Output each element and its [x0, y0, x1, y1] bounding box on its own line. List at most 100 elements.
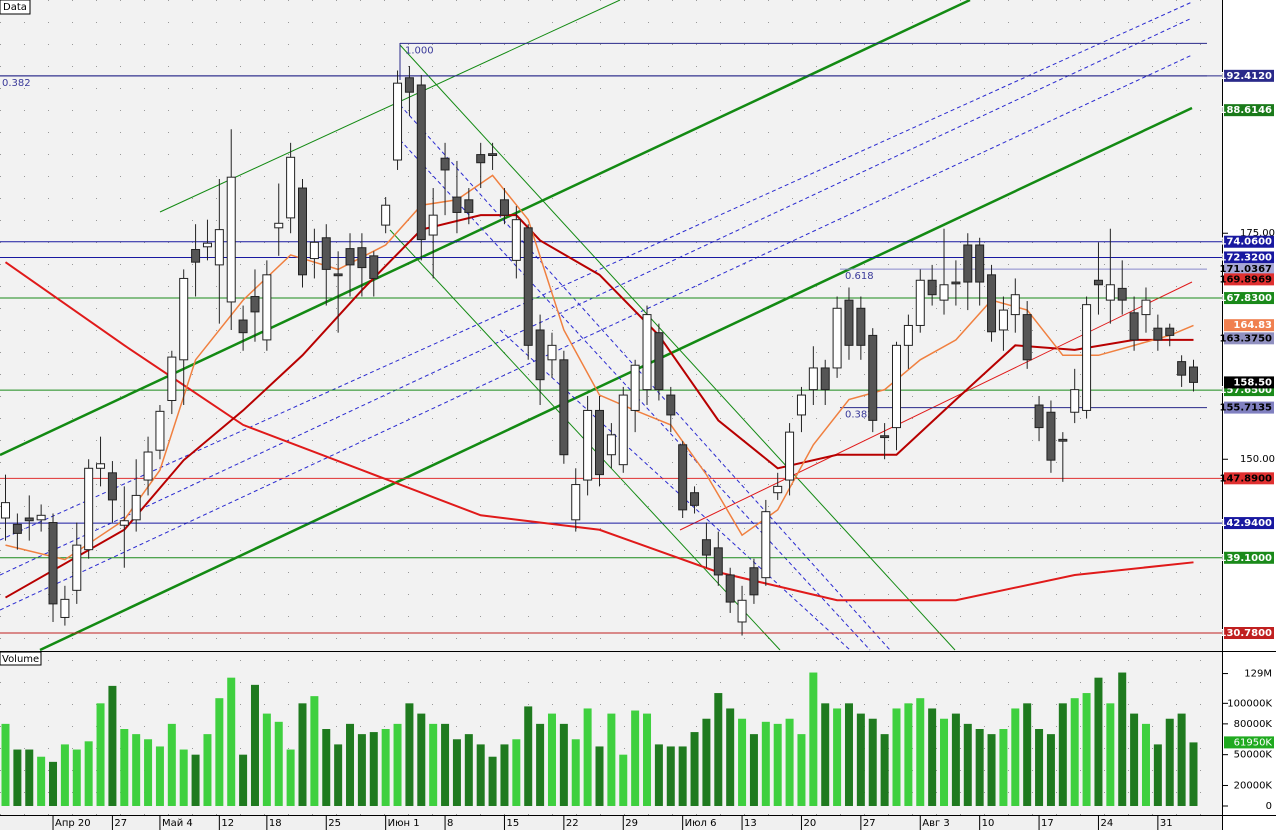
volume-bar: [322, 729, 331, 806]
volume-bar: [310, 696, 319, 806]
candle-body: [666, 394, 676, 416]
volume-bar: [607, 713, 616, 806]
candle-body: [963, 244, 973, 283]
candle-body: [250, 296, 260, 313]
volume-bar: [60, 744, 69, 806]
level-label: 147.8900: [1219, 473, 1272, 484]
candle-body: [761, 511, 771, 579]
candle-body: [1046, 411, 1056, 461]
volume-bar: [262, 713, 271, 806]
fib-label: 0.618: [845, 271, 874, 282]
candle-body: [1189, 366, 1198, 383]
volume-bar: [346, 723, 355, 806]
volume-title-box: [0, 651, 42, 666]
level-label: 158.50: [1233, 377, 1272, 388]
trend-line: [0, 1, 1193, 541]
candle-body: [12, 523, 22, 534]
candle-body: [345, 248, 355, 266]
x-tick-label: 13: [744, 818, 757, 829]
volume-bar: [1058, 703, 1067, 806]
volume-bar: [144, 739, 153, 806]
candle-body: [927, 279, 937, 296]
level-box: [1224, 319, 1274, 332]
volume-bar: [250, 684, 259, 806]
candle-body: [1129, 312, 1139, 341]
candle-body: [1070, 389, 1080, 413]
volume-bar: [49, 761, 58, 806]
volume-bar: [809, 672, 818, 806]
candle-body: [892, 344, 901, 429]
trend-line: [0, 17, 1193, 576]
trend-line: [679, 281, 1193, 531]
volume-bar: [464, 734, 473, 806]
moving-average: [5, 214, 1194, 599]
candle-body: [844, 299, 854, 346]
level-box: [1224, 332, 1274, 345]
volume-bar: [334, 744, 343, 806]
volume-bar: [393, 723, 402, 806]
volume-bar: [916, 698, 925, 806]
candle-body: [321, 237, 331, 270]
candle-body: [690, 492, 700, 506]
level-box: [1224, 376, 1274, 389]
volume-bar: [215, 698, 224, 806]
volume-bar: [761, 721, 770, 806]
volume-tick-label: 0: [1266, 801, 1272, 812]
volume-bar: [643, 713, 652, 806]
candle-body: [309, 241, 319, 260]
level-label: 155.7135: [1219, 403, 1272, 414]
volume-last-label: 61950K: [1234, 737, 1273, 748]
y-tick-label: 150.00: [1240, 454, 1275, 465]
trend-line: [499, 329, 851, 651]
candle-body: [416, 84, 426, 241]
candle-body: [191, 249, 201, 263]
volume-bar: [37, 756, 46, 806]
volume-bar: [975, 729, 984, 806]
candle-body: [606, 434, 616, 456]
level-label: 139.1000: [1219, 553, 1272, 564]
candle-body: [72, 544, 82, 591]
volume-bar: [928, 708, 937, 806]
volume-bar: [1070, 698, 1079, 806]
candle-body: [1165, 327, 1175, 336]
volume-title: Volume: [2, 654, 39, 665]
x-tick-label: 27: [114, 818, 127, 829]
x-tick-label: 18: [269, 818, 282, 829]
volume-bar: [714, 693, 723, 806]
candle-body: [1117, 287, 1127, 301]
volume-tick-label: 50000K: [1234, 750, 1273, 761]
candle-body: [202, 242, 212, 248]
candle-body: [214, 229, 224, 266]
volume-bar: [179, 749, 188, 806]
volume-bar: [536, 723, 545, 806]
candle-body: [868, 334, 878, 421]
volume-bar: [441, 723, 450, 806]
candle-body: [808, 367, 818, 391]
volume-bar: [155, 746, 164, 806]
level-label: 164.83: [1233, 320, 1272, 331]
level-box: [1224, 551, 1274, 564]
candle-body: [464, 199, 474, 213]
volume-bar: [690, 732, 699, 806]
volume-bar: [726, 708, 735, 806]
candle-body: [951, 281, 961, 285]
volume-bar: [833, 708, 842, 806]
volume-bar: [951, 713, 960, 806]
candle-body: [369, 255, 379, 279]
volume-bar: [488, 756, 497, 806]
level-box: [1224, 251, 1274, 264]
candle-body: [737, 599, 747, 623]
volume-bar: [868, 718, 877, 806]
candle-body: [642, 314, 652, 391]
price-axis: [1222, 0, 1276, 830]
x-tick-label: 22: [566, 818, 579, 829]
volume-bar: [13, 749, 22, 806]
candle-body: [262, 274, 272, 341]
volume-bar: [25, 749, 34, 806]
volume-bar: [72, 749, 81, 806]
candle-body: [678, 444, 688, 511]
candle-body: [547, 344, 557, 361]
moving-average: [5, 174, 1194, 561]
volume-bar: [999, 729, 1008, 806]
x-tick-label: 24: [1100, 818, 1113, 829]
